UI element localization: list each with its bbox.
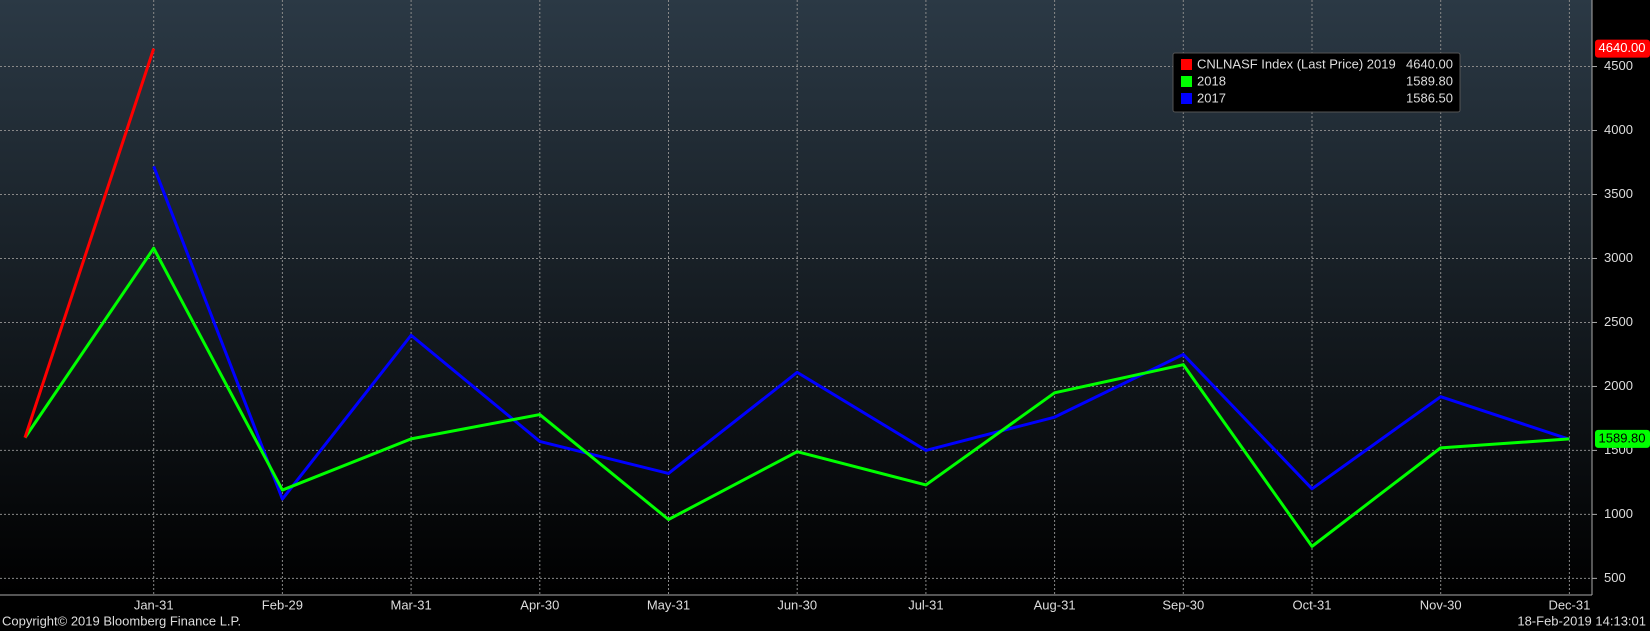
axis-tag-label: 4640.00 bbox=[1599, 40, 1646, 55]
y-tick-label: 2000 bbox=[1604, 378, 1633, 393]
x-tick-label: Jan-31 bbox=[134, 597, 174, 612]
y-tick-label: 4000 bbox=[1604, 122, 1633, 137]
x-tick-label: Nov-30 bbox=[1420, 597, 1462, 612]
x-tick-label: May-31 bbox=[647, 597, 690, 612]
legend-value: 4640.00 bbox=[1406, 56, 1453, 71]
legend-label: 2018 bbox=[1197, 73, 1226, 88]
x-tick-label: Sep-30 bbox=[1162, 597, 1204, 612]
x-tick-label: Oct-31 bbox=[1292, 597, 1331, 612]
axis-tag bbox=[1595, 429, 1650, 448]
x-tick-label: Apr-30 bbox=[520, 597, 559, 612]
legend-swatch bbox=[1181, 93, 1192, 104]
x-tick-label: Mar-31 bbox=[391, 597, 432, 612]
line bbox=[23, 246, 1570, 548]
timestamp: 18-Feb-2019 14:13:01 bbox=[1517, 613, 1646, 628]
y-tick-label: 3000 bbox=[1604, 250, 1633, 265]
legend-swatch bbox=[1181, 76, 1192, 87]
copyright: Copyright© 2019 Bloomberg Finance L.P. bbox=[2, 613, 241, 628]
x-tick-label: Feb-29 bbox=[262, 597, 303, 612]
legend-label: 2017 bbox=[1197, 90, 1226, 105]
legend-value: 1586.50 bbox=[1406, 90, 1453, 105]
line bbox=[23, 48, 156, 439]
legend-box bbox=[1172, 52, 1461, 113]
x-tick-label: Aug-31 bbox=[1034, 597, 1076, 612]
axis-tag-label: 1589.80 bbox=[1599, 430, 1646, 445]
x-tick-label: Jun-30 bbox=[777, 597, 817, 612]
legend-value: 1589.80 bbox=[1406, 73, 1453, 88]
x-tick-label: Jul-31 bbox=[908, 597, 943, 612]
y-tick-label: 1000 bbox=[1604, 506, 1633, 521]
y-tick-label: 4500 bbox=[1604, 58, 1633, 73]
x-tick-label: Dec-31 bbox=[1548, 597, 1590, 612]
y-tick-label: 3500 bbox=[1604, 186, 1633, 201]
axis-tag bbox=[1595, 39, 1650, 58]
line bbox=[152, 165, 1570, 501]
y-tick-label: 500 bbox=[1604, 570, 1626, 585]
y-tick-label: 2500 bbox=[1604, 314, 1633, 329]
legend-swatch bbox=[1181, 59, 1192, 70]
legend-label: CNLNASF Index (Last Price) 2019 bbox=[1197, 56, 1396, 71]
